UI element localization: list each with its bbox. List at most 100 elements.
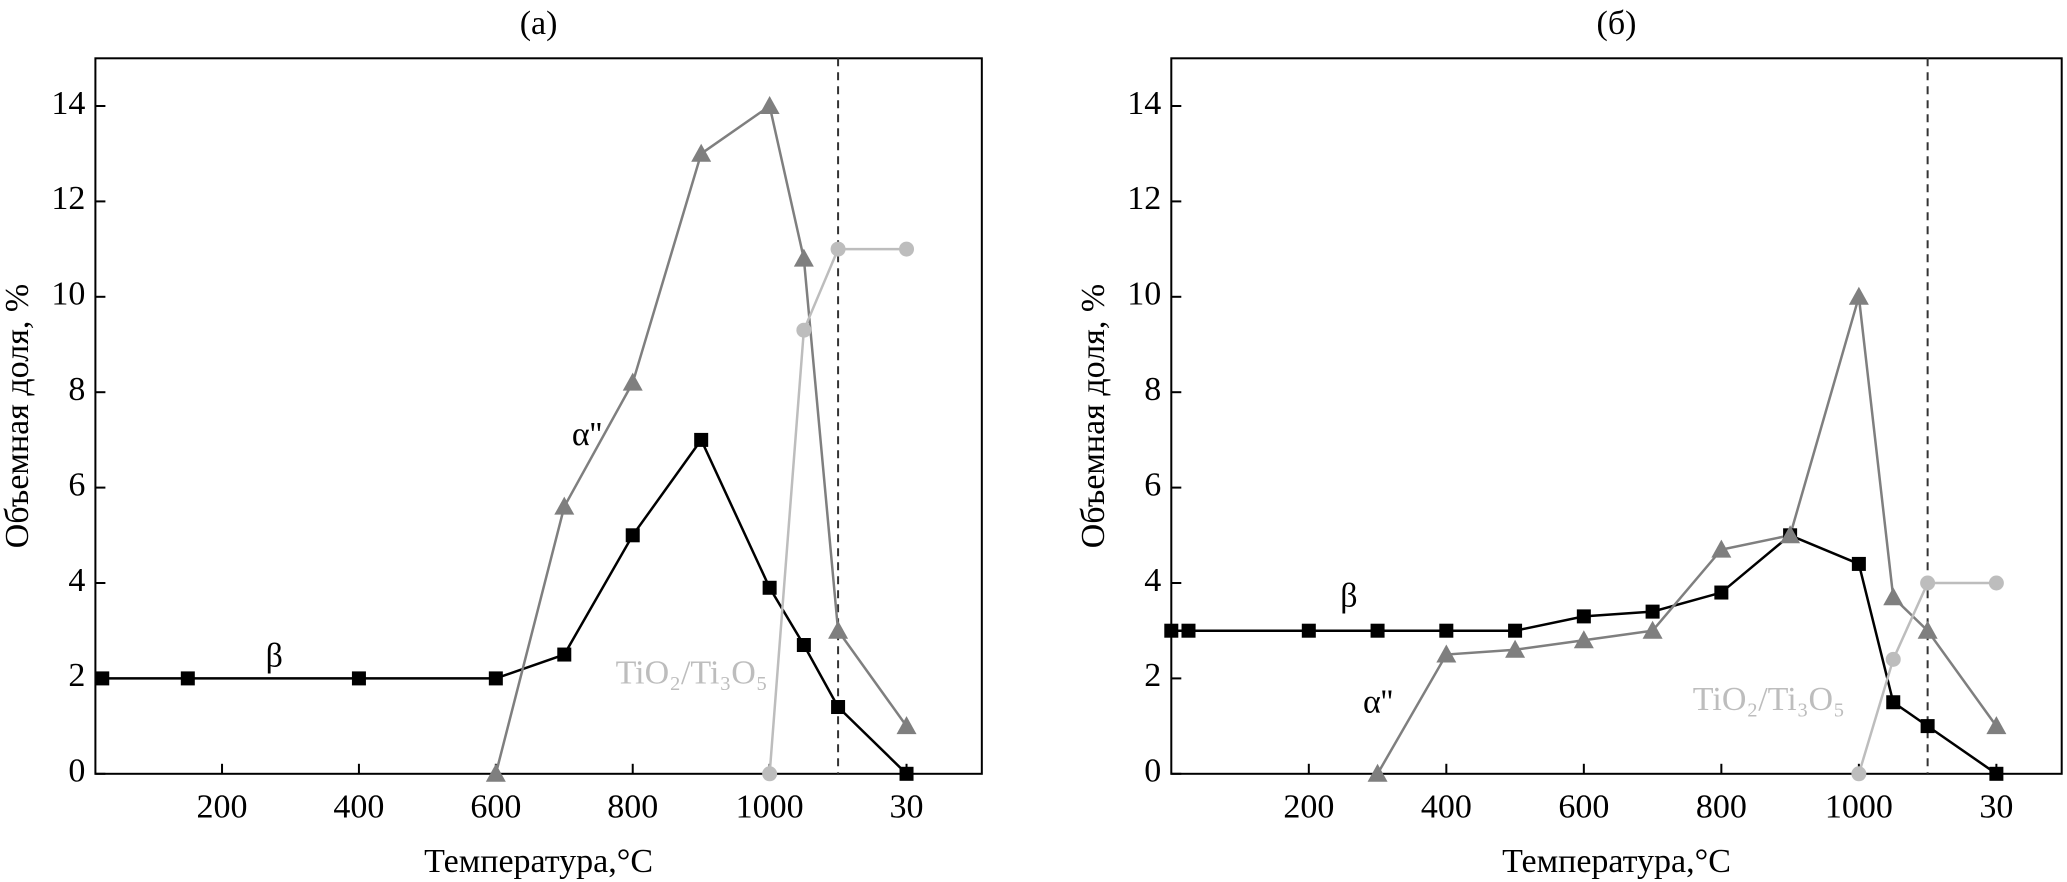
marker: [554, 496, 575, 515]
marker: [830, 241, 846, 257]
series-line: [1171, 533, 1998, 775]
marker: [796, 322, 812, 338]
x-tick-label: 30: [1979, 789, 2013, 826]
marker: [1848, 286, 1869, 305]
chart-title: (a): [520, 5, 558, 42]
marker: [793, 248, 814, 267]
y-tick-label: 12: [51, 180, 85, 217]
marker: [796, 638, 811, 653]
marker: [1645, 604, 1660, 619]
marker: [1505, 639, 1526, 658]
y-tick-label: 10: [1127, 276, 1161, 313]
x-axis-label: Температура,°C: [424, 843, 653, 880]
y-tick-label: 0: [1144, 753, 1161, 790]
marker: [625, 528, 640, 543]
series-line: [102, 437, 908, 775]
x-tick-label: 200: [197, 789, 248, 826]
y-tick-label: 4: [68, 562, 85, 599]
marker: [180, 671, 195, 686]
y-axis-label: Объемная доля, %: [0, 284, 36, 548]
marker: [1436, 644, 1457, 663]
x-tick-label: 200: [1283, 789, 1334, 826]
marker: [694, 432, 709, 447]
y-axis-label: Объемная доля, %: [1075, 284, 1112, 548]
marker: [1573, 630, 1594, 649]
marker: [488, 671, 503, 686]
plot-frame: [94, 57, 983, 775]
marker: [1886, 695, 1901, 710]
marker: [899, 241, 915, 257]
marker: [1917, 620, 1938, 639]
series-label: β: [266, 637, 283, 674]
marker: [1780, 525, 1801, 544]
series-label: TiO₂/Ti₃O₅: [616, 655, 768, 692]
series-line: [768, 247, 907, 774]
marker: [351, 671, 366, 686]
y-tick-label: 10: [51, 276, 85, 313]
y-tick-label: 0: [68, 753, 85, 790]
marker: [1370, 623, 1385, 638]
x-tick-label: 400: [333, 789, 384, 826]
marker: [1642, 620, 1663, 639]
plot-frame: [1170, 57, 2063, 775]
y-tick-label: 2: [1144, 657, 1161, 694]
marker: [1301, 623, 1316, 638]
marker: [1989, 766, 2004, 781]
marker: [899, 766, 914, 781]
x-tick-label: 800: [607, 789, 658, 826]
marker: [831, 700, 846, 715]
x-tick-label: 600: [470, 789, 521, 826]
x-tick-label: 400: [1421, 789, 1472, 826]
series-line: [494, 103, 908, 775]
marker: [762, 766, 778, 782]
marker: [622, 372, 643, 391]
marker: [1883, 587, 1904, 606]
marker: [1988, 575, 2004, 591]
marker: [1920, 719, 1935, 734]
marker: [95, 671, 110, 686]
marker: [759, 96, 780, 114]
marker: [1439, 623, 1454, 638]
marker: [1851, 556, 1866, 571]
y-tick-label: 8: [1144, 371, 1161, 408]
x-tick-label: 600: [1558, 789, 1609, 826]
marker: [762, 580, 777, 595]
marker: [1986, 716, 2007, 735]
marker: [1714, 585, 1729, 600]
y-tick-label: 14: [1127, 85, 1161, 122]
marker: [1920, 575, 1936, 591]
series-label: α'': [572, 416, 602, 453]
chart-title: (б): [1597, 5, 1637, 42]
x-tick-label: 1000: [1825, 789, 1893, 826]
marker: [1851, 766, 1867, 782]
marker: [828, 620, 849, 639]
marker: [1164, 623, 1179, 638]
marker: [557, 647, 572, 662]
series-label: α'': [1363, 684, 1393, 721]
y-tick-label: 2: [68, 657, 85, 694]
marker: [1885, 651, 1901, 667]
x-axis-label: Температура,°C: [1502, 843, 1731, 880]
x-tick-label: 30: [890, 789, 924, 826]
y-tick-label: 6: [68, 466, 85, 503]
y-tick-label: 14: [51, 85, 85, 122]
x-tick-label: 1000: [736, 789, 804, 826]
marker: [1576, 609, 1591, 624]
y-tick-label: 12: [1127, 180, 1161, 217]
marker: [691, 143, 712, 162]
series-line: [1376, 296, 1998, 775]
marker: [1367, 763, 1388, 782]
marker: [485, 763, 506, 782]
series-label: TiO₂/Ti₃O₅: [1693, 681, 1845, 718]
marker: [1181, 623, 1196, 638]
y-tick-label: 6: [1144, 466, 1161, 503]
series-line: [1857, 581, 1997, 775]
y-tick-label: 4: [1144, 562, 1161, 599]
marker: [1508, 623, 1523, 638]
marker: [896, 716, 917, 735]
series-label: β: [1340, 578, 1357, 615]
y-tick-label: 8: [68, 371, 85, 408]
x-tick-label: 800: [1696, 789, 1747, 826]
marker: [1711, 539, 1732, 558]
